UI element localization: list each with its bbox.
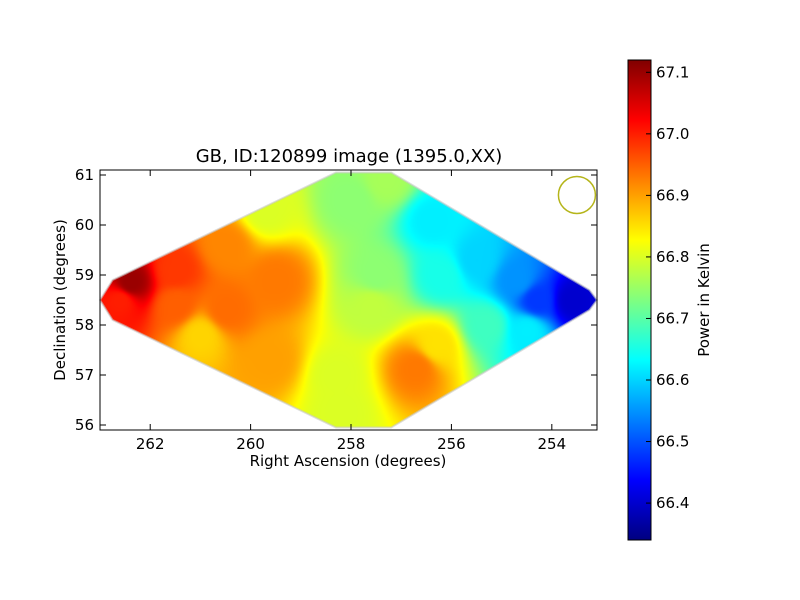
colorbar-gradient	[627, 59, 652, 541]
colorbar-tick-label: 66.8	[656, 248, 689, 266]
y-tick-label: 56	[75, 416, 94, 434]
x-axis-label: Right Ascension (degrees)	[250, 452, 447, 470]
x-tick-label: 256	[437, 435, 466, 453]
colorbar-ticks: 66.4 66.5 66.6 66.7 66.8 66.9 67.0 67.1	[646, 63, 689, 512]
y-tick-label: 58	[75, 316, 94, 334]
colorbar-tick-label: 67.0	[656, 125, 689, 143]
colorbar-tick-label: 66.4	[656, 494, 689, 512]
x-tick-label: 260	[236, 435, 265, 453]
x-tick-label: 258	[337, 435, 366, 453]
colorbar-tick-label: 66.5	[656, 433, 689, 451]
chart-title: GB, ID:120899 image (1395.0,XX)	[196, 146, 503, 167]
x-tick-label: 262	[136, 435, 165, 453]
x-tick-label: 254	[537, 435, 566, 453]
x-axis-ticks: 262 260 258 256 254	[136, 170, 566, 453]
y-tick-label: 60	[75, 216, 94, 234]
plot-frame	[99, 169, 598, 431]
y-tick-label: 59	[75, 266, 94, 284]
y-tick-label: 57	[75, 366, 94, 384]
colorbar-tick-label: 67.1	[656, 63, 689, 81]
colorbar-tick-label: 66.9	[656, 186, 689, 204]
colorbar-tick-label: 66.7	[656, 309, 689, 327]
beam-circle	[557, 175, 597, 215]
colorbar: 66.4 66.5 66.6 66.7 66.8 66.9 67.0 67.1 Power i…	[627, 59, 713, 541]
y-tick-label: 61	[75, 166, 94, 184]
colorbar-label: Power in Kelvin	[695, 243, 713, 357]
y-axis-label: Declination (degrees)	[51, 219, 69, 381]
colorbar-tick-label: 66.6	[656, 371, 689, 389]
heatmap-image	[100, 172, 597, 428]
heatmap-area	[98, 171, 599, 429]
y-axis-ticks: 56 57 58 59 60 61	[75, 166, 597, 434]
